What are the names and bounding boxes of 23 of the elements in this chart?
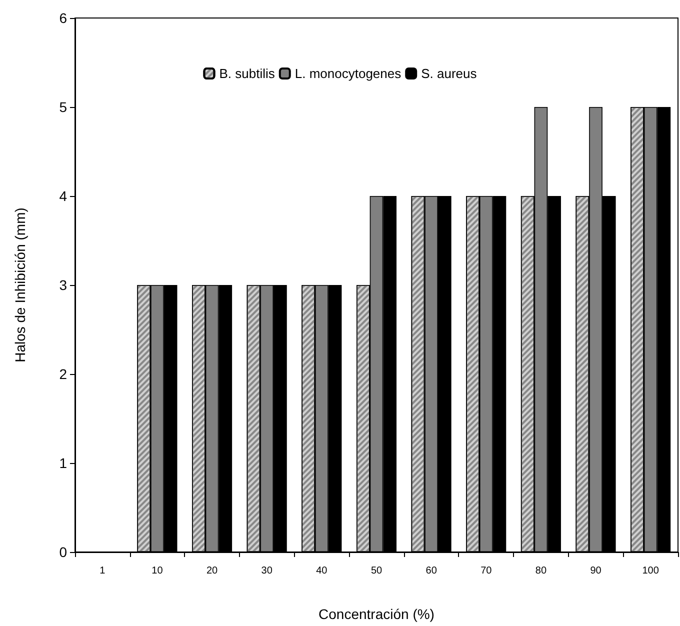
x-tick-label: 80 [535, 566, 547, 576]
x-tick-label: 70 [480, 566, 492, 576]
y-tick-label: 2 [59, 366, 68, 382]
y-axis-title: Halos de Inhibición (mm) [12, 208, 28, 362]
y-tick-label: 5 [59, 99, 68, 115]
x-tick-label: 1 [100, 566, 106, 576]
x-tick-label: 10 [152, 566, 164, 576]
x-tick-label: 60 [426, 566, 438, 576]
y-tick-label: 4 [59, 188, 68, 204]
x-tick-label: 20 [206, 566, 218, 576]
x-axis-title: Concentración (%) [318, 606, 434, 622]
x-tick-label: 50 [370, 566, 382, 576]
legend-label: S. aureus [421, 66, 478, 81]
x-tick-label: 30 [261, 566, 273, 576]
y-tick-label: 1 [59, 455, 68, 471]
y-tick-label: 3 [59, 277, 68, 293]
x-tick-label: 40 [316, 566, 328, 576]
x-tick-label: 90 [590, 566, 602, 576]
x-tick-label: 100 [642, 566, 660, 576]
legend-label: L. monocytogenes [294, 66, 402, 81]
legend-label: B. subtilis [219, 66, 276, 81]
y-tick-label: 0 [59, 544, 68, 560]
y-tick-label: 6 [59, 10, 68, 26]
